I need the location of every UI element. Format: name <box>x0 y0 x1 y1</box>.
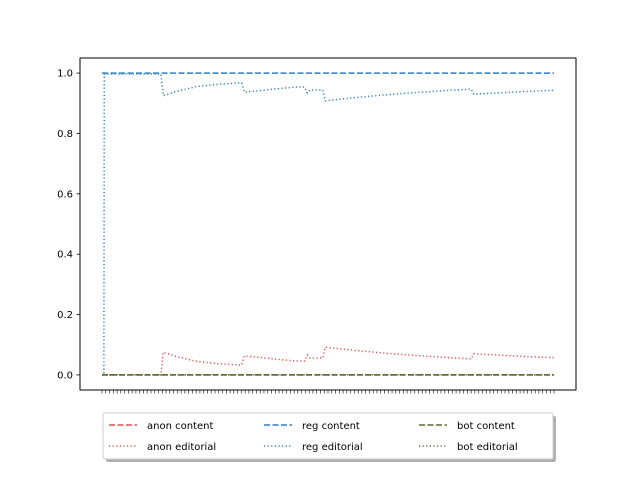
legend-label: bot editorial <box>457 442 518 453</box>
y-tick-label: 0.8 <box>57 129 73 140</box>
y-tick-label: 0.2 <box>57 310 73 321</box>
series-layer <box>102 72 555 376</box>
legend-label: bot content <box>457 421 515 432</box>
y-tick-label: 0.0 <box>57 370 73 381</box>
series-line-anon-editorial <box>102 346 555 376</box>
y-axis: 0.0 0.2 0.4 0.6 0.8 1.0 <box>57 69 80 381</box>
legend-label: anon content <box>147 421 213 432</box>
legend-label: anon editorial <box>147 442 216 453</box>
y-tick-label: 1.0 <box>57 69 73 80</box>
y-tick-label: 0.4 <box>57 250 73 261</box>
x-axis <box>101 390 555 394</box>
plot-area <box>80 58 576 390</box>
legend-label: reg content <box>302 421 360 432</box>
legend-label: reg editorial <box>302 442 363 453</box>
legend: anon content anon editorial reg content reg… <box>102 412 556 462</box>
y-tick-label: 0.6 <box>57 189 73 200</box>
